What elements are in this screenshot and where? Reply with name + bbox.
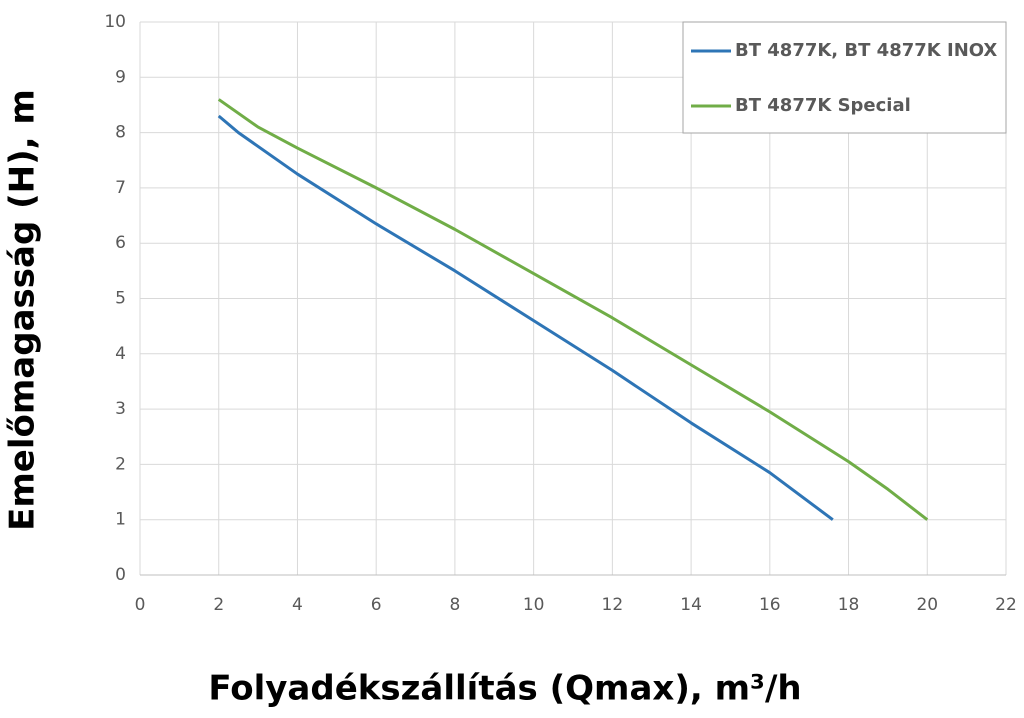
x-axis-label: Folyadékszállítás (Qmax), m³/h — [208, 669, 801, 709]
x-tick-label: 16 — [759, 595, 781, 615]
y-tick-label: 10 — [104, 12, 126, 32]
legend-label: BT 4877K, BT 4877K INOX — [735, 40, 997, 61]
series-line — [217, 98, 929, 521]
x-tick-label: 2 — [213, 595, 224, 615]
x-tick-label: 0 — [135, 595, 146, 615]
x-tick-label: 6 — [371, 595, 382, 615]
x-tick-label: 18 — [838, 595, 860, 615]
y-tick-label: 4 — [115, 344, 126, 364]
x-tick-label: 12 — [602, 595, 624, 615]
legend-label: BT 4877K Special — [735, 95, 911, 116]
series-line — [217, 114, 834, 521]
x-tick-label: 14 — [680, 595, 702, 615]
y-tick-label: 3 — [115, 399, 126, 419]
legend-box — [682, 21, 1007, 134]
x-tick-label: 10 — [523, 595, 545, 615]
y-tick-label: 8 — [115, 123, 126, 143]
y-tick-label: 2 — [115, 454, 126, 474]
x-tick-label: 4 — [292, 595, 303, 615]
x-tick-label: 20 — [916, 595, 938, 615]
y-tick-label: 0 — [115, 565, 126, 585]
y-axis-label: Emelőmagasság (H), m — [3, 89, 43, 531]
y-tick-label: 1 — [115, 510, 126, 530]
y-tick-label: 5 — [115, 289, 126, 309]
x-tick-label: 22 — [995, 595, 1017, 615]
y-tick-label: 6 — [115, 233, 126, 253]
y-tick-label: 9 — [115, 67, 126, 87]
y-tick-label: 7 — [115, 178, 126, 198]
x-tick-label: 8 — [449, 595, 460, 615]
